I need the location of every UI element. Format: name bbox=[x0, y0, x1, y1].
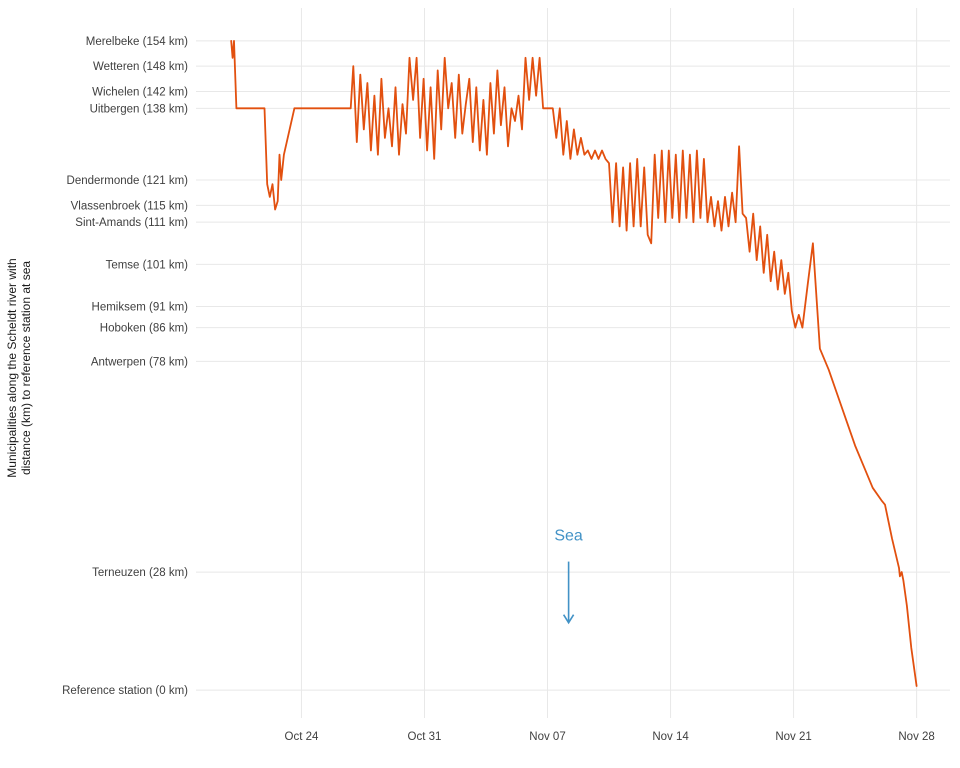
annotation-sea-label: Sea bbox=[554, 528, 583, 545]
series-line bbox=[230, 40, 918, 687]
x-tick-label: Nov 28 bbox=[898, 731, 934, 743]
y-tick-label: Temse (101 km) bbox=[106, 259, 189, 271]
y-tick-label: Reference station (0 km) bbox=[62, 685, 188, 697]
x-tick-label: Oct 31 bbox=[408, 731, 442, 743]
y-tick-label: Hemiksem (91 km) bbox=[92, 302, 189, 314]
y-tick-label: Merelbeke (154 km) bbox=[86, 36, 188, 48]
y-tick-label: Terneuzen (28 km) bbox=[92, 567, 188, 579]
y-tick-label: Hoboken (86 km) bbox=[100, 323, 188, 335]
y-tick-label: Antwerpen (78 km) bbox=[91, 356, 188, 368]
x-tick-label: Oct 24 bbox=[285, 731, 319, 743]
y-tick-label: Wetteren (148 km) bbox=[93, 61, 188, 73]
x-tick-label: Nov 07 bbox=[529, 731, 565, 743]
y-tick-label: Sint-Amands (111 km) bbox=[75, 217, 188, 229]
y-tick-label: Dendermonde (121 km) bbox=[67, 175, 189, 187]
y-tick-label: Wichelen (142 km) bbox=[92, 86, 188, 98]
y-tick-label: Vlassenbroek (115 km) bbox=[71, 200, 189, 212]
x-tick-label: Nov 21 bbox=[775, 731, 811, 743]
y-axis-title: Municipalities along the Scheldt river w… bbox=[5, 258, 33, 477]
annotation-sea-arrow-head bbox=[562, 614, 575, 625]
x-tick-label: Nov 14 bbox=[652, 731, 689, 743]
y-tick-label: Uitbergen (138 km) bbox=[90, 103, 189, 115]
